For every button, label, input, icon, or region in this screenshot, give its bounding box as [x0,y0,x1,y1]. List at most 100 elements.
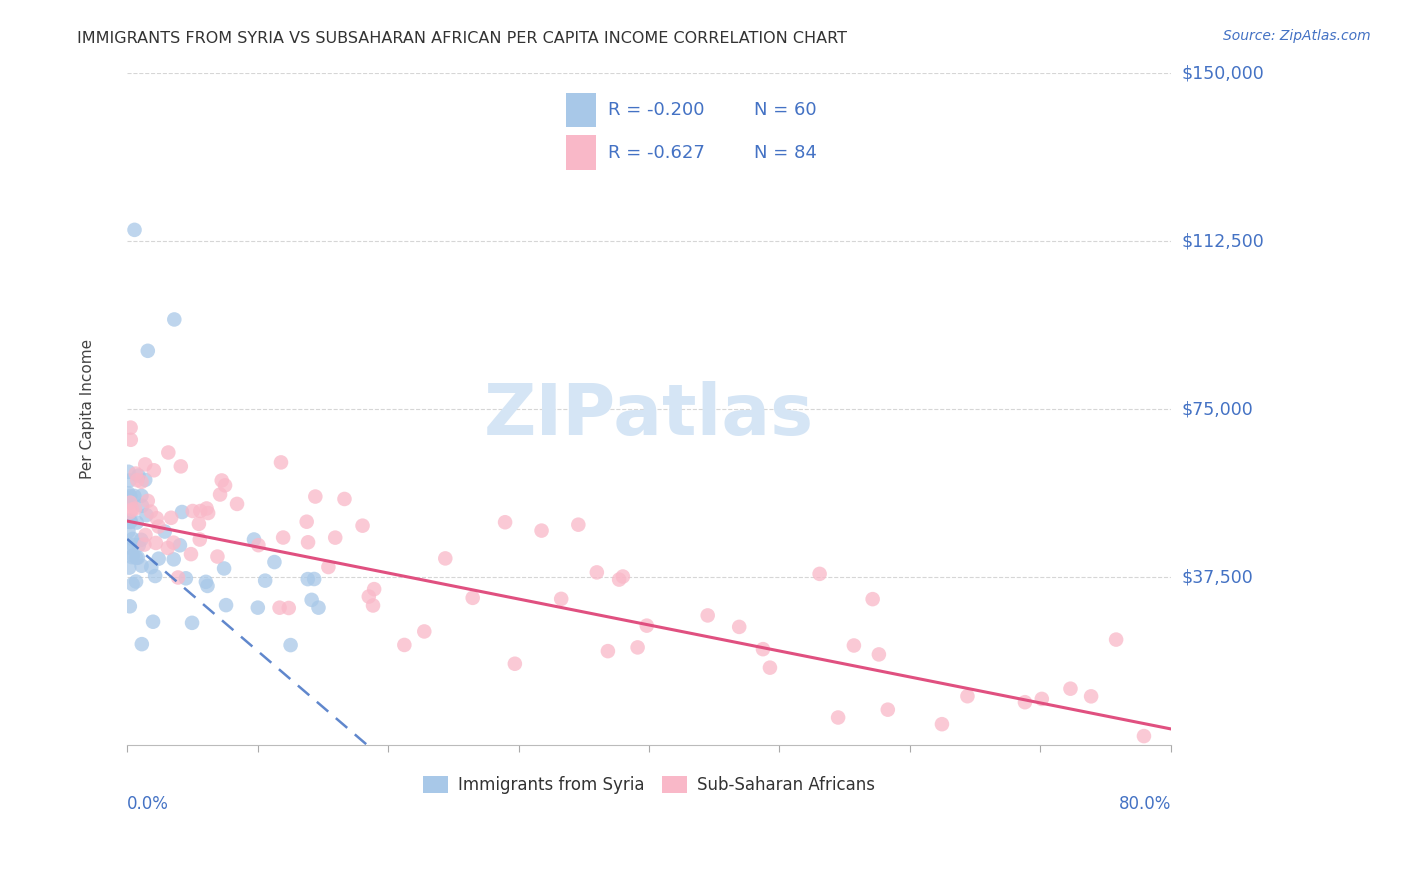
Point [134,458,156,472]
Point [280,638,302,652]
Point [271,531,294,545]
Point [197,506,219,520]
Point [170,505,193,519]
Point [121,550,143,565]
Point [163,312,186,326]
Point [121,502,143,516]
Point [956,690,979,704]
Point [226,497,249,511]
Point [124,501,146,516]
Point [596,644,619,658]
Point [142,463,165,477]
Point [162,535,184,549]
Text: Per Capita Income: Per Capita Income [80,339,96,479]
Point [117,524,139,539]
Point [247,538,270,552]
Point [243,533,266,547]
Point [827,710,849,724]
Point [127,473,149,487]
Point [197,579,219,593]
Point [148,551,170,566]
Text: Source: ZipAtlas.com: Source: ZipAtlas.com [1223,29,1371,43]
Point [304,490,326,504]
Point [1014,695,1036,709]
Point [188,504,211,518]
Point [181,615,204,630]
Point [142,615,165,629]
Point [214,478,236,492]
Point [530,524,553,538]
Point [263,555,285,569]
Point [550,591,572,606]
Point [607,573,630,587]
Point [120,515,142,529]
Point [121,538,143,552]
Point [131,637,153,651]
Point [125,467,148,481]
Point [124,489,146,503]
Point [295,515,318,529]
Point [120,433,142,447]
Text: 80.0%: 80.0% [1118,796,1171,814]
Point [160,510,183,524]
Point [174,571,197,585]
Point [188,533,211,547]
Point [129,533,152,547]
Point [128,538,150,552]
Point [125,574,148,589]
Point [361,599,384,613]
Point [357,590,380,604]
Point [136,494,159,508]
Point [163,552,186,566]
Point [118,560,141,574]
Point [125,516,148,530]
Point [434,551,457,566]
Point [117,465,139,479]
Point [120,495,142,509]
Point [136,343,159,358]
Point [120,495,142,509]
Point [297,535,319,549]
Point [134,538,156,552]
Point [931,717,953,731]
Point [157,445,180,459]
Point [211,474,233,488]
Point [636,618,658,632]
Point [759,660,782,674]
Point [118,514,141,528]
Point [503,657,526,671]
Point [308,600,330,615]
Point [121,577,143,591]
Point [131,499,153,513]
Point [118,514,141,528]
Point [143,569,166,583]
Point [626,640,648,655]
Point [333,491,356,506]
Point [127,468,149,483]
Point [169,538,191,552]
Point [121,532,143,546]
Point [212,561,235,575]
Point [134,473,156,487]
Point [752,642,775,657]
Point [413,624,436,639]
Point [728,620,751,634]
Point [207,549,229,564]
Text: IMMIGRANTS FROM SYRIA VS SUBSAHARAN AFRICAN PER CAPITA INCOME CORRELATION CHART: IMMIGRANTS FROM SYRIA VS SUBSAHARAN AFRI… [77,31,848,46]
Point [269,600,291,615]
Point [117,515,139,529]
Point [696,608,718,623]
Point [868,648,890,662]
Text: $150,000: $150,000 [1181,64,1264,82]
Point [394,638,416,652]
Point [1031,692,1053,706]
Point [145,536,167,550]
Point [567,517,589,532]
Point [127,550,149,565]
Point [156,541,179,555]
Point [131,558,153,573]
Point [277,601,299,615]
Point [297,572,319,586]
Point [131,489,153,503]
Point [1059,681,1081,696]
